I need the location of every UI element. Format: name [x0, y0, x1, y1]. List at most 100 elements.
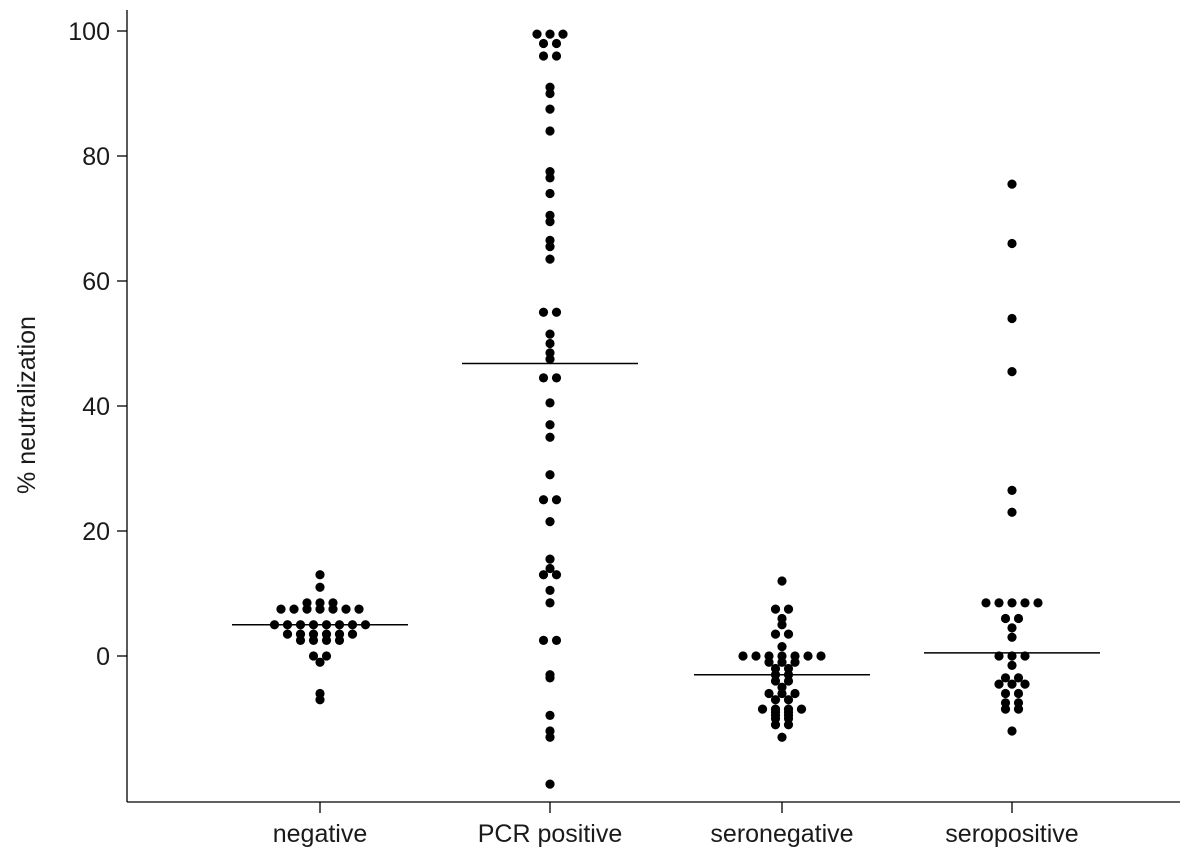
data-point — [545, 598, 555, 608]
data-point — [796, 704, 807, 714]
data-point — [545, 585, 555, 595]
data-point — [558, 29, 568, 39]
data-point — [532, 29, 542, 39]
x-axis-ticks: negative PCR positive seronegative seroposi… — [273, 802, 1079, 848]
data-point — [276, 604, 286, 614]
data-point — [770, 604, 781, 614]
y-tick-label: 60 — [82, 268, 110, 296]
data-point — [994, 598, 1004, 608]
data-point — [1013, 673, 1024, 683]
data-point — [538, 373, 549, 383]
data-point — [1013, 704, 1024, 714]
data-point — [545, 398, 555, 408]
data-point — [282, 629, 293, 639]
data-point — [545, 517, 555, 527]
data-point — [321, 651, 332, 661]
data-point — [777, 657, 787, 667]
data-point — [308, 635, 319, 645]
data-point — [1013, 688, 1024, 699]
data-point — [1020, 598, 1030, 608]
data-point — [1007, 726, 1017, 736]
data-point — [545, 432, 555, 442]
data-point — [1007, 485, 1017, 495]
data-point — [315, 582, 325, 592]
data-point — [538, 307, 549, 317]
data-point — [1007, 651, 1017, 661]
data-point — [545, 104, 555, 114]
data-point — [777, 576, 787, 586]
data-point — [545, 354, 555, 364]
data-point — [341, 604, 351, 614]
data-point — [545, 420, 555, 430]
data-point — [315, 570, 325, 580]
data-point — [538, 570, 549, 580]
data-point — [551, 307, 562, 317]
data-point — [315, 657, 325, 667]
data-point — [803, 651, 813, 661]
data-point — [538, 51, 549, 61]
data-point — [334, 635, 345, 645]
data-point — [545, 673, 555, 683]
y-tick-label: 0 — [96, 643, 110, 671]
data-point — [545, 710, 555, 720]
data-point — [777, 620, 787, 630]
data-point — [777, 732, 787, 742]
data-point — [738, 651, 748, 661]
data-point — [315, 604, 325, 614]
data-point — [538, 635, 549, 645]
median-lines — [232, 362, 1100, 676]
data-point — [289, 604, 299, 614]
data-point — [1000, 613, 1011, 624]
data-point — [994, 651, 1004, 661]
data-point — [777, 688, 787, 699]
x-category-label: seropositive — [945, 820, 1078, 848]
data-point — [777, 642, 787, 652]
data-point — [994, 679, 1004, 689]
data-point — [545, 329, 555, 339]
data-point — [1007, 313, 1017, 324]
x-category-label: seronegative — [710, 820, 853, 848]
data-point — [347, 629, 358, 639]
data-point — [545, 29, 555, 39]
data-point — [551, 635, 562, 645]
y-axis-ticks: 0 20 40 60 80 100 — [68, 18, 127, 671]
data-point — [545, 88, 555, 99]
data-point — [1020, 679, 1030, 689]
data-point — [308, 651, 319, 661]
data-point — [764, 688, 774, 699]
data-point — [545, 732, 555, 742]
data-point — [1007, 660, 1017, 670]
data-point — [751, 651, 761, 661]
data-point — [347, 620, 358, 630]
data-point — [545, 126, 555, 136]
y-tick-label: 80 — [82, 143, 110, 171]
data-point — [783, 695, 794, 705]
data-point — [269, 620, 280, 630]
data-point — [545, 242, 555, 252]
data-point — [1007, 238, 1017, 249]
data-point — [360, 620, 371, 630]
data-point — [1000, 704, 1011, 714]
data-point — [545, 563, 555, 574]
x-category-label: PCR positive — [478, 820, 623, 848]
data-point — [783, 629, 794, 639]
data-point — [1007, 179, 1017, 189]
y-tick-label: 100 — [68, 18, 110, 46]
data-point — [308, 620, 319, 630]
data-point — [783, 720, 794, 730]
data-point — [551, 373, 562, 383]
data-point — [1007, 679, 1017, 689]
data-point — [545, 173, 555, 183]
data-point — [334, 620, 345, 630]
data-point — [302, 604, 312, 614]
data-point — [1013, 613, 1024, 624]
data-point — [1007, 623, 1017, 633]
data-point — [1007, 632, 1017, 642]
data-point — [545, 470, 555, 480]
data-point — [545, 254, 555, 264]
data-point — [770, 629, 781, 639]
data-point — [1000, 688, 1011, 699]
data-point — [538, 38, 549, 49]
y-tick-label: 40 — [82, 393, 110, 421]
